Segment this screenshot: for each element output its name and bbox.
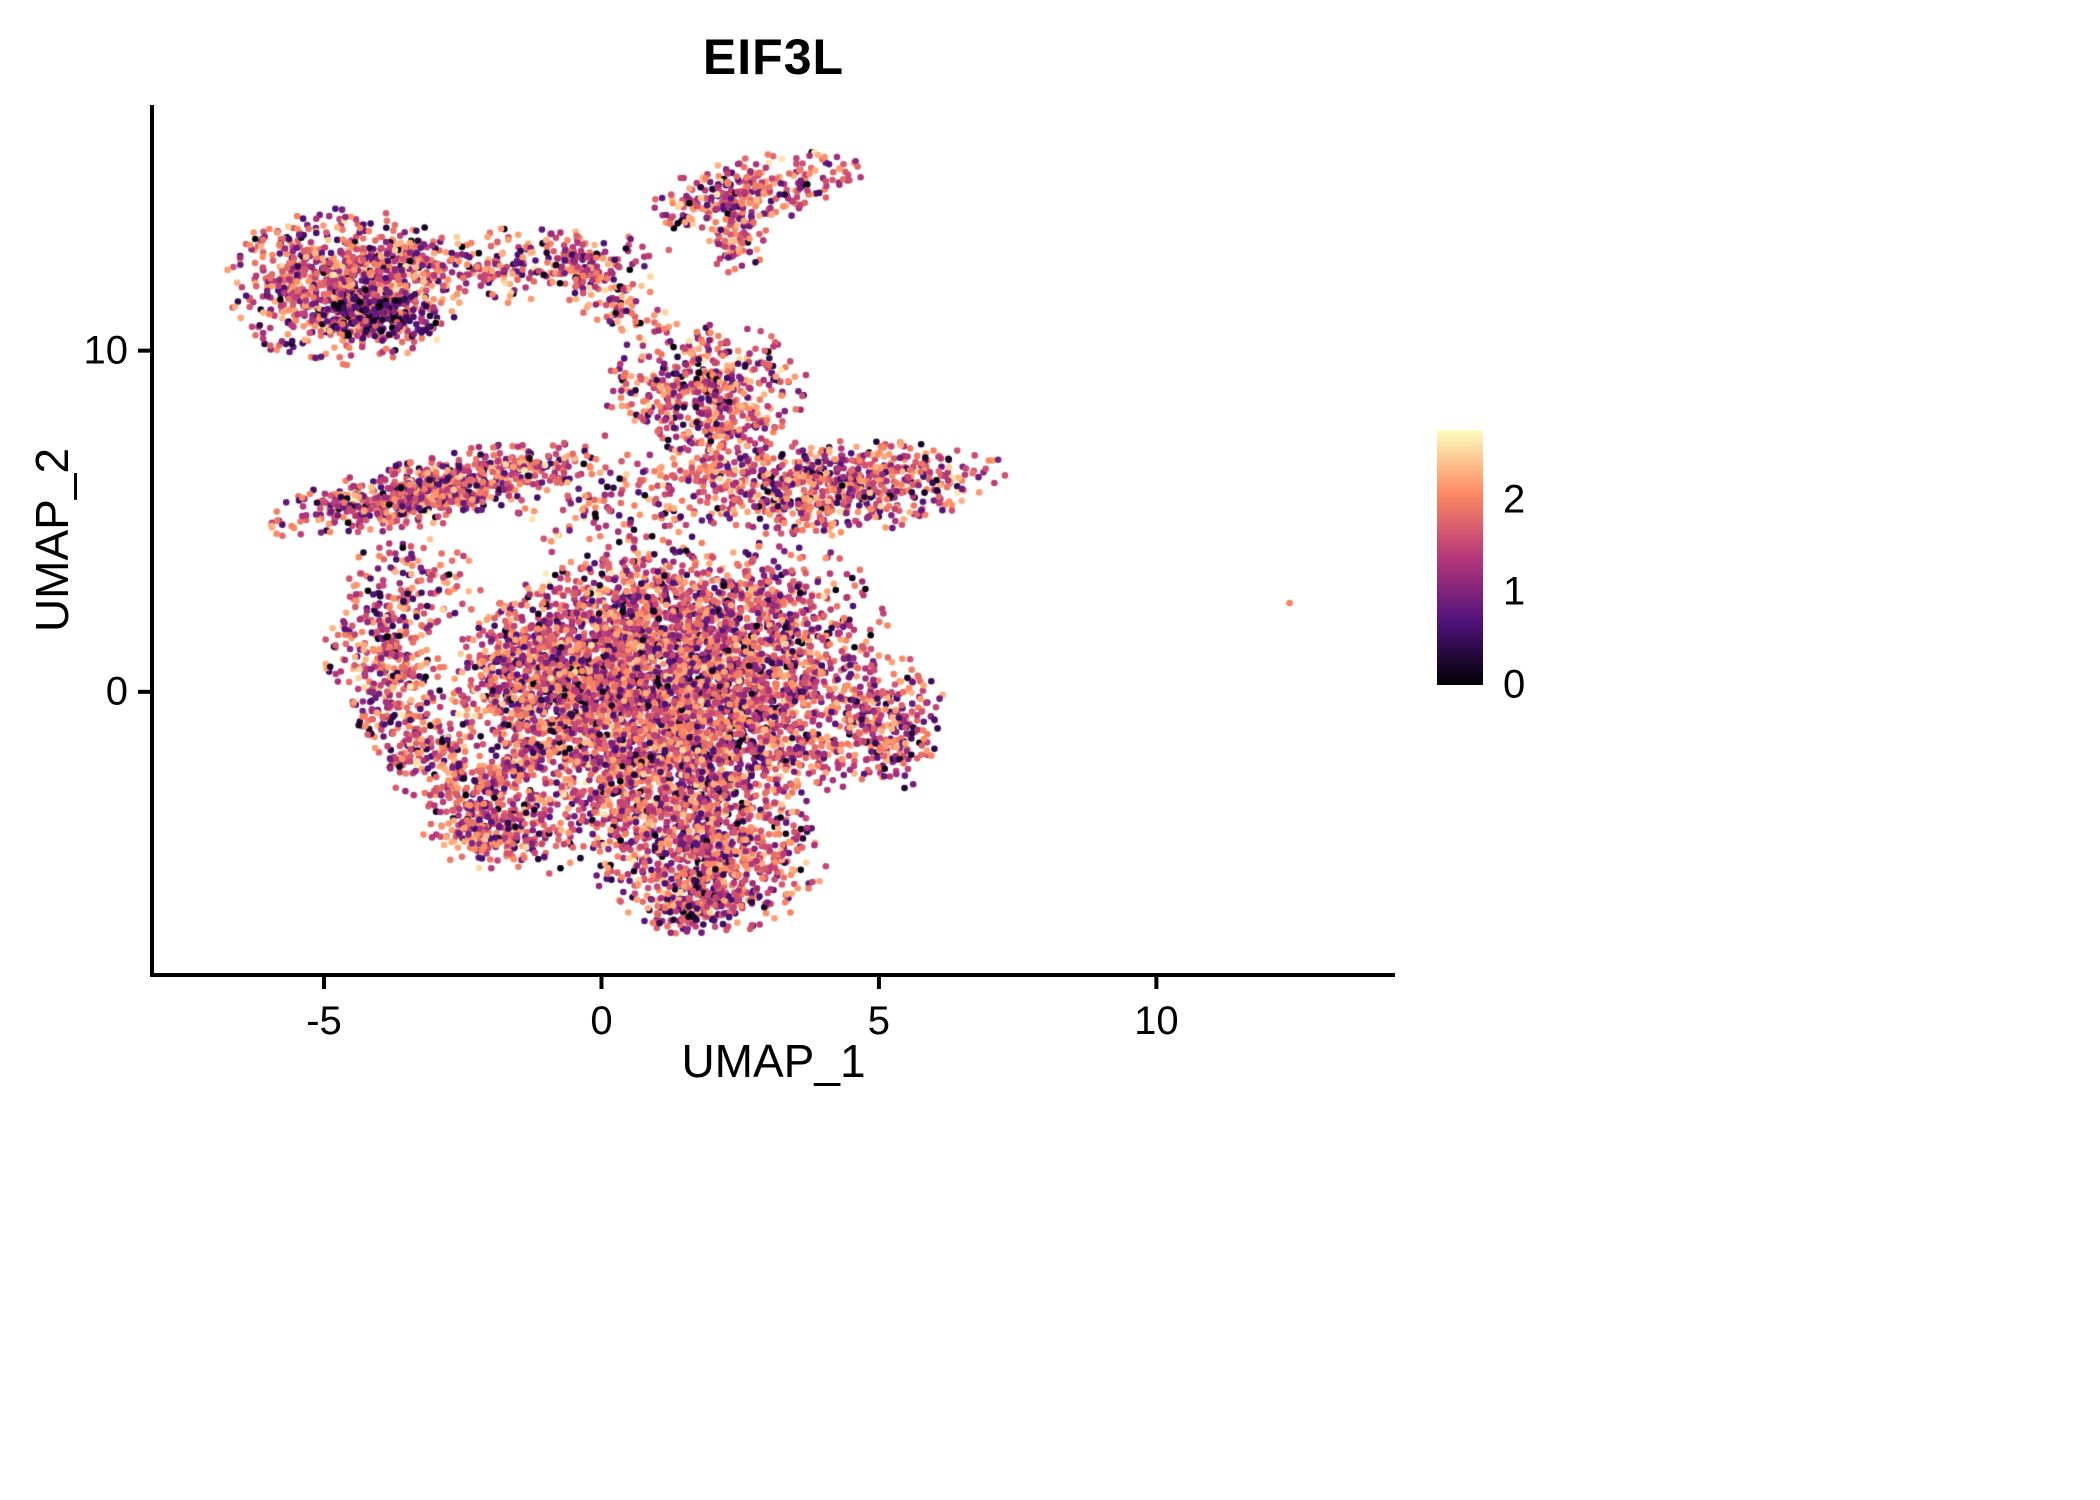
- scatter-points-canvas: [152, 105, 1395, 975]
- y-tick-label: 0: [105, 669, 128, 714]
- x-tick-label: 10: [1134, 999, 1179, 1043]
- x-tick-label: 0: [590, 999, 613, 1043]
- y-tick-label: 10: [83, 328, 129, 373]
- x-tick-label: -5: [306, 999, 342, 1043]
- colorbar: [1437, 430, 1483, 685]
- colorbar-tick-label: 2: [1503, 477, 1526, 522]
- chart-title: EIF3L: [702, 29, 845, 85]
- colorbar-tick-label: 1: [1503, 569, 1526, 614]
- x-tick-label: 5: [867, 999, 891, 1043]
- x-axis-label: UMAP_1: [681, 1035, 866, 1087]
- colorbar-tick-label: 0: [1503, 662, 1526, 707]
